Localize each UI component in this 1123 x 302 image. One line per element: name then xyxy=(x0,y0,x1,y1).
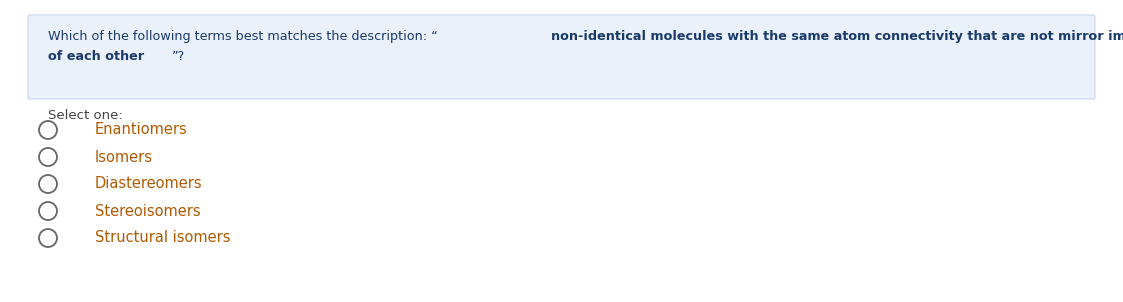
Circle shape xyxy=(39,121,57,139)
Text: Isomers: Isomers xyxy=(95,149,153,165)
Text: Which of the following terms best matches the description: “: Which of the following terms best matche… xyxy=(48,30,438,43)
Text: Select one:: Select one: xyxy=(48,109,122,122)
Text: non-identical molecules with the same atom connectivity that are not mirror imag: non-identical molecules with the same at… xyxy=(551,30,1123,43)
Circle shape xyxy=(39,148,57,166)
Text: of each other: of each other xyxy=(48,50,144,63)
Text: Diastereomers: Diastereomers xyxy=(95,176,202,191)
Circle shape xyxy=(39,175,57,193)
Text: Stereoisomers: Stereoisomers xyxy=(95,204,201,219)
Text: Structural isomers: Structural isomers xyxy=(95,230,230,246)
Circle shape xyxy=(39,202,57,220)
Circle shape xyxy=(39,229,57,247)
Text: Enantiomers: Enantiomers xyxy=(95,123,188,137)
Text: ”?: ”? xyxy=(172,50,185,63)
FancyBboxPatch shape xyxy=(28,15,1095,99)
